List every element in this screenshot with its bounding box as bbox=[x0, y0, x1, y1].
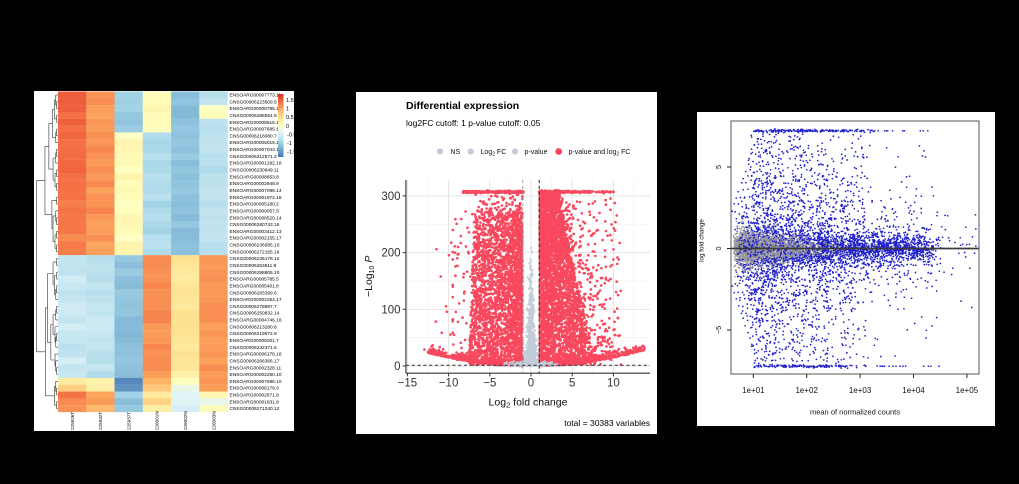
svg-text:CNSG00006213280.8: CNSG00006213280.8 bbox=[230, 324, 278, 330]
svg-text:ENSOARG00007773.11: ENSOARG00007773.11 bbox=[230, 93, 282, 99]
svg-text:Log2 FC: Log2 FC bbox=[481, 149, 507, 158]
svg-text:CNSG00006283399.6: CNSG00006283399.6 bbox=[230, 290, 278, 296]
svg-text:0: 0 bbox=[286, 124, 289, 130]
svg-text:ENSOARG00007696.10: ENSOARG00007696.10 bbox=[230, 379, 282, 385]
svg-text:CNSG00006298805.10: CNSG00006298805.10 bbox=[230, 270, 280, 276]
svg-text:ENSOARG00006179.3: ENSOARG00006179.3 bbox=[230, 386, 280, 392]
svg-text:CNSG00006266366.17: CNSG00006266366.17 bbox=[230, 358, 280, 364]
svg-text:5: 5 bbox=[569, 377, 575, 389]
svg-text:CNSG00006236178.12: CNSG00006236178.12 bbox=[230, 256, 280, 262]
svg-text:CNSG00006212871.3: CNSG00006212871.3 bbox=[230, 154, 278, 160]
svg-text:ENSOARG00007043.11: ENSOARG00007043.11 bbox=[230, 147, 282, 153]
svg-text:log2FC cutoff: 1 p-value cutof: log2FC cutoff: 1 p-value cutoff: 0.05 bbox=[406, 118, 541, 128]
svg-text:0: 0 bbox=[714, 247, 723, 251]
svg-text:225926T: 225926T bbox=[70, 412, 75, 430]
svg-text:−5: −5 bbox=[714, 326, 723, 334]
svg-text:CNSG00006250832.14: CNSG00006250832.14 bbox=[230, 311, 280, 317]
svg-text:-1: -1 bbox=[287, 141, 292, 147]
svg-text:p-value: p-value bbox=[525, 149, 548, 156]
svg-text:ENSOARG00008785.14: ENSOARG00008785.14 bbox=[230, 106, 282, 112]
svg-text:ENSOARG00004746.16: ENSOARG00004746.16 bbox=[230, 318, 282, 324]
svg-text:1: 1 bbox=[286, 107, 289, 113]
svg-text:0: 0 bbox=[528, 377, 534, 389]
svg-text:ENSOARG00001292.18: ENSOARG00001292.18 bbox=[230, 161, 282, 167]
svg-text:CNSG00006271340.12: CNSG00006271340.12 bbox=[230, 406, 280, 412]
svg-text:226003N: 226003N bbox=[211, 411, 216, 430]
svg-text:CNSG00006278897.7: CNSG00006278897.7 bbox=[230, 304, 278, 310]
svg-text:ENSOARG00009057.5: ENSOARG00009057.5 bbox=[230, 208, 280, 214]
svg-text:−10: −10 bbox=[439, 377, 459, 389]
svg-text:ENSOARG00006178.18: ENSOARG00006178.18 bbox=[230, 352, 282, 358]
svg-text:200: 200 bbox=[381, 248, 400, 260]
svg-text:ENSOARG00005180.2: ENSOARG00005180.2 bbox=[230, 202, 280, 208]
svg-text:Differential expression: Differential expression bbox=[406, 100, 519, 112]
svg-text:0.5: 0.5 bbox=[286, 115, 294, 121]
svg-text:ENSOARG00003412.13: ENSOARG00003412.13 bbox=[230, 229, 282, 235]
svg-text:1e+02: 1e+02 bbox=[795, 386, 818, 395]
svg-text:ENSOARG00008520.14: ENSOARG00008520.14 bbox=[230, 215, 282, 221]
svg-text:226001N: 226001N bbox=[155, 411, 160, 430]
svg-text:0: 0 bbox=[394, 361, 400, 373]
svg-text:ENSOARG00007098.14: ENSOARG00007098.14 bbox=[230, 188, 282, 194]
svg-text:225937T: 225937T bbox=[127, 412, 132, 430]
svg-text:NS: NS bbox=[451, 149, 461, 156]
svg-text:p-value and log2 FC: p-value and log2 FC bbox=[569, 149, 631, 158]
svg-text:−Log10 P: −Log10 P bbox=[363, 256, 376, 297]
svg-text:ENSOARG00008653.8: ENSOARG00008653.8 bbox=[230, 174, 280, 180]
svg-text:Log2 fold change: Log2 fold change bbox=[489, 397, 568, 410]
svg-text:CNSG00006232371.6: CNSG00006232371.6 bbox=[230, 345, 278, 351]
svg-text:ENSOARG00005401.8: ENSOARG00005401.8 bbox=[230, 283, 280, 289]
svg-text:1e+04: 1e+04 bbox=[902, 386, 925, 395]
svg-text:−15: −15 bbox=[398, 377, 418, 389]
svg-text:ENSOARG00005785.5: ENSOARG00005785.5 bbox=[230, 277, 280, 283]
svg-text:ENSOARG00002260.10: ENSOARG00002260.10 bbox=[230, 372, 282, 378]
svg-text:1e+01: 1e+01 bbox=[742, 386, 765, 395]
svg-text:ENSOARG00001972.16: ENSOARG00001972.16 bbox=[230, 195, 282, 201]
svg-text:ENSOARG00005015.13: ENSOARG00005015.13 bbox=[230, 140, 282, 146]
svg-text:ENSOARG00002671.8: ENSOARG00002671.8 bbox=[230, 393, 280, 399]
svg-text:−5: −5 bbox=[483, 377, 496, 389]
svg-text:-1.5: -1.5 bbox=[287, 150, 296, 156]
svg-text:ENSOARG00002155.17: ENSOARG00002155.17 bbox=[230, 236, 282, 242]
svg-text:CNSG00006236585.10: CNSG00006236585.10 bbox=[230, 243, 280, 249]
svg-text:CNSG00006230949.11: CNSG00006230949.11 bbox=[230, 168, 280, 174]
svg-text:total = 30383 variables: total = 30383 variables bbox=[564, 418, 650, 428]
svg-text:100: 100 bbox=[381, 304, 400, 316]
svg-text:CNSG00006280743.16: CNSG00006280743.16 bbox=[230, 222, 280, 228]
svg-text:226002N: 226002N bbox=[183, 411, 188, 430]
svg-text:ENSOARG00008615.17: ENSOARG00008615.17 bbox=[230, 120, 282, 126]
svg-text:mean of normalized counts: mean of normalized counts bbox=[810, 408, 900, 417]
svg-text:CNSG00006263611.8: CNSG00006263611.8 bbox=[230, 263, 277, 269]
svg-text:CNSG00006288554.9: CNSG00006288554.9 bbox=[230, 113, 278, 119]
svg-text:10: 10 bbox=[607, 377, 620, 389]
svg-text:CNSG00006219672.9: CNSG00006219672.9 bbox=[230, 331, 278, 337]
svg-text:ENSOARG00001831.8: ENSOARG00001831.8 bbox=[230, 399, 280, 405]
svg-text:300: 300 bbox=[381, 191, 400, 203]
svg-text:225932T: 225932T bbox=[98, 412, 103, 430]
svg-text:log fold change: log fold change bbox=[698, 219, 705, 262]
svg-text:ENSOARG00002254.17: ENSOARG00002254.17 bbox=[230, 297, 282, 303]
svg-text:1e+03: 1e+03 bbox=[849, 386, 872, 395]
svg-text:-0.5: -0.5 bbox=[287, 132, 296, 138]
svg-text:CNSG00006223509.5: CNSG00006223509.5 bbox=[230, 99, 278, 105]
svg-text:1.5: 1.5 bbox=[286, 98, 294, 104]
svg-text:ENSOARG00007685.13: ENSOARG00007685.13 bbox=[230, 127, 282, 133]
svg-text:CNSG00006218080.7: CNSG00006218080.7 bbox=[230, 133, 278, 139]
svg-text:CNSG00006272165.16: CNSG00006272165.16 bbox=[230, 249, 280, 255]
svg-text:ENSOARG00002328.11: ENSOARG00002328.11 bbox=[230, 365, 282, 371]
svg-text:5: 5 bbox=[714, 165, 723, 169]
svg-text:ENSOARG00009201.7: ENSOARG00009201.7 bbox=[230, 338, 280, 344]
svg-text:1e+05: 1e+05 bbox=[956, 386, 979, 395]
svg-text:ENSOARG00002948.9: ENSOARG00002948.9 bbox=[230, 181, 280, 187]
